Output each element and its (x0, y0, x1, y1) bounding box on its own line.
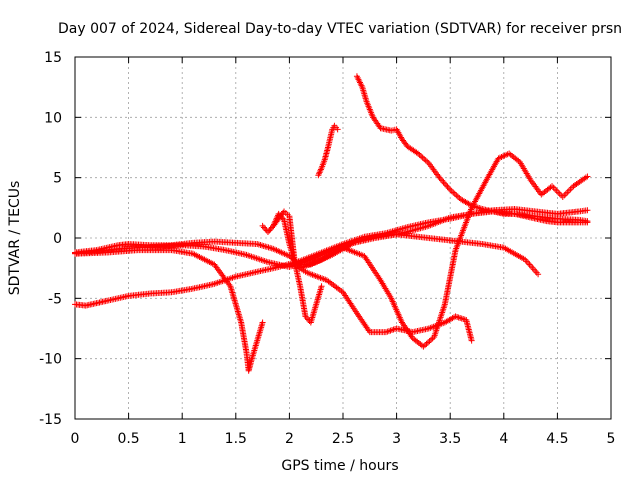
y-tick-label: -10 (39, 352, 62, 368)
data-point (264, 228, 271, 235)
data-points (72, 73, 591, 374)
data-point (460, 316, 467, 323)
data-point (448, 188, 455, 195)
grid (75, 57, 611, 419)
data-point (426, 338, 433, 345)
data-point (555, 189, 562, 196)
data-point (317, 166, 324, 173)
x-tick-label: 3.5 (439, 431, 461, 447)
data-point (458, 315, 465, 322)
x-tick-label: 1 (178, 431, 187, 447)
data-point (316, 169, 323, 176)
data-point (454, 193, 461, 200)
series-s6 (259, 210, 475, 344)
data-point (451, 190, 458, 197)
data-point (317, 167, 324, 174)
data-point (418, 153, 425, 160)
data-point (561, 192, 568, 199)
data-point (568, 184, 575, 191)
data-point (384, 328, 391, 335)
x-tick-label: 2.5 (332, 431, 354, 447)
data-point (567, 186, 574, 193)
data-point (443, 182, 450, 189)
x-tick-label: 0.5 (117, 431, 139, 447)
data-point (387, 327, 394, 334)
data-point (421, 342, 428, 349)
y-tick-label: 5 (53, 171, 62, 187)
x-tick-label: 4 (499, 431, 508, 447)
data-point (447, 186, 454, 193)
y-tick-label: -15 (39, 412, 62, 428)
data-point (259, 319, 266, 326)
data-point (422, 157, 429, 164)
data-point (454, 313, 461, 320)
data-point (267, 225, 274, 232)
data-point (550, 184, 557, 191)
data-point (334, 126, 341, 133)
data-point (584, 219, 591, 226)
data-point (315, 172, 322, 179)
data-point (428, 336, 435, 343)
data-point (424, 339, 431, 346)
data-point (584, 207, 591, 214)
data-point (457, 314, 464, 321)
data-point (302, 313, 309, 320)
y-axis: -15 -10 -5 0 5 10 15 (39, 50, 611, 428)
x-tick-label: 0 (71, 431, 80, 447)
data-point (390, 326, 397, 333)
x-tick-label: 2 (285, 431, 294, 447)
data-point (565, 187, 572, 194)
y-axis-label: SDTVAR / TECUs (7, 181, 23, 296)
chart-title: Day 007 of 2024, Sidereal Day-to-day VTE… (58, 21, 622, 37)
y-tick-label: 0 (53, 231, 62, 247)
data-point (562, 190, 569, 197)
data-point (260, 224, 267, 231)
data-point (455, 314, 462, 321)
data-point (556, 190, 563, 197)
data-point (419, 154, 426, 161)
x-axis: 0 0.5 1 1.5 2 2.5 3 3.5 4 4.5 5 (71, 57, 616, 447)
data-point (564, 189, 571, 196)
series-s2 (72, 231, 542, 278)
data-point (440, 179, 447, 186)
data-point (423, 340, 430, 347)
data-point (444, 183, 451, 190)
x-tick-label: 5 (607, 431, 616, 447)
data-point (445, 185, 452, 192)
data-point (535, 271, 542, 278)
data-point (559, 193, 566, 200)
series-s4 (72, 247, 266, 374)
data-point (441, 180, 448, 187)
data-point (584, 173, 591, 180)
x-tick-label: 3 (392, 431, 401, 447)
data-point (553, 187, 560, 194)
series-s3 (72, 206, 591, 309)
x-tick-label: 4.5 (546, 431, 568, 447)
data-point (450, 189, 457, 196)
data-point (262, 225, 269, 232)
x-axis-label: GPS time / hours (281, 458, 398, 474)
y-tick-label: -5 (48, 291, 62, 307)
data-point (453, 192, 460, 199)
y-tick-label: 15 (44, 50, 62, 66)
data-point (315, 170, 322, 177)
data-point (421, 156, 428, 163)
data-point (439, 177, 446, 184)
series-s7 (315, 122, 341, 179)
series-s9 (297, 150, 591, 350)
data-point (468, 337, 475, 344)
data-point (389, 327, 396, 334)
data-point (385, 328, 392, 335)
y-tick-label: 10 (44, 110, 62, 126)
x-tick-label: 1.5 (225, 431, 247, 447)
series-s8 (353, 73, 591, 226)
data-point (318, 283, 325, 290)
data-point (424, 158, 431, 165)
data-point (259, 222, 266, 229)
data-point (266, 227, 273, 234)
